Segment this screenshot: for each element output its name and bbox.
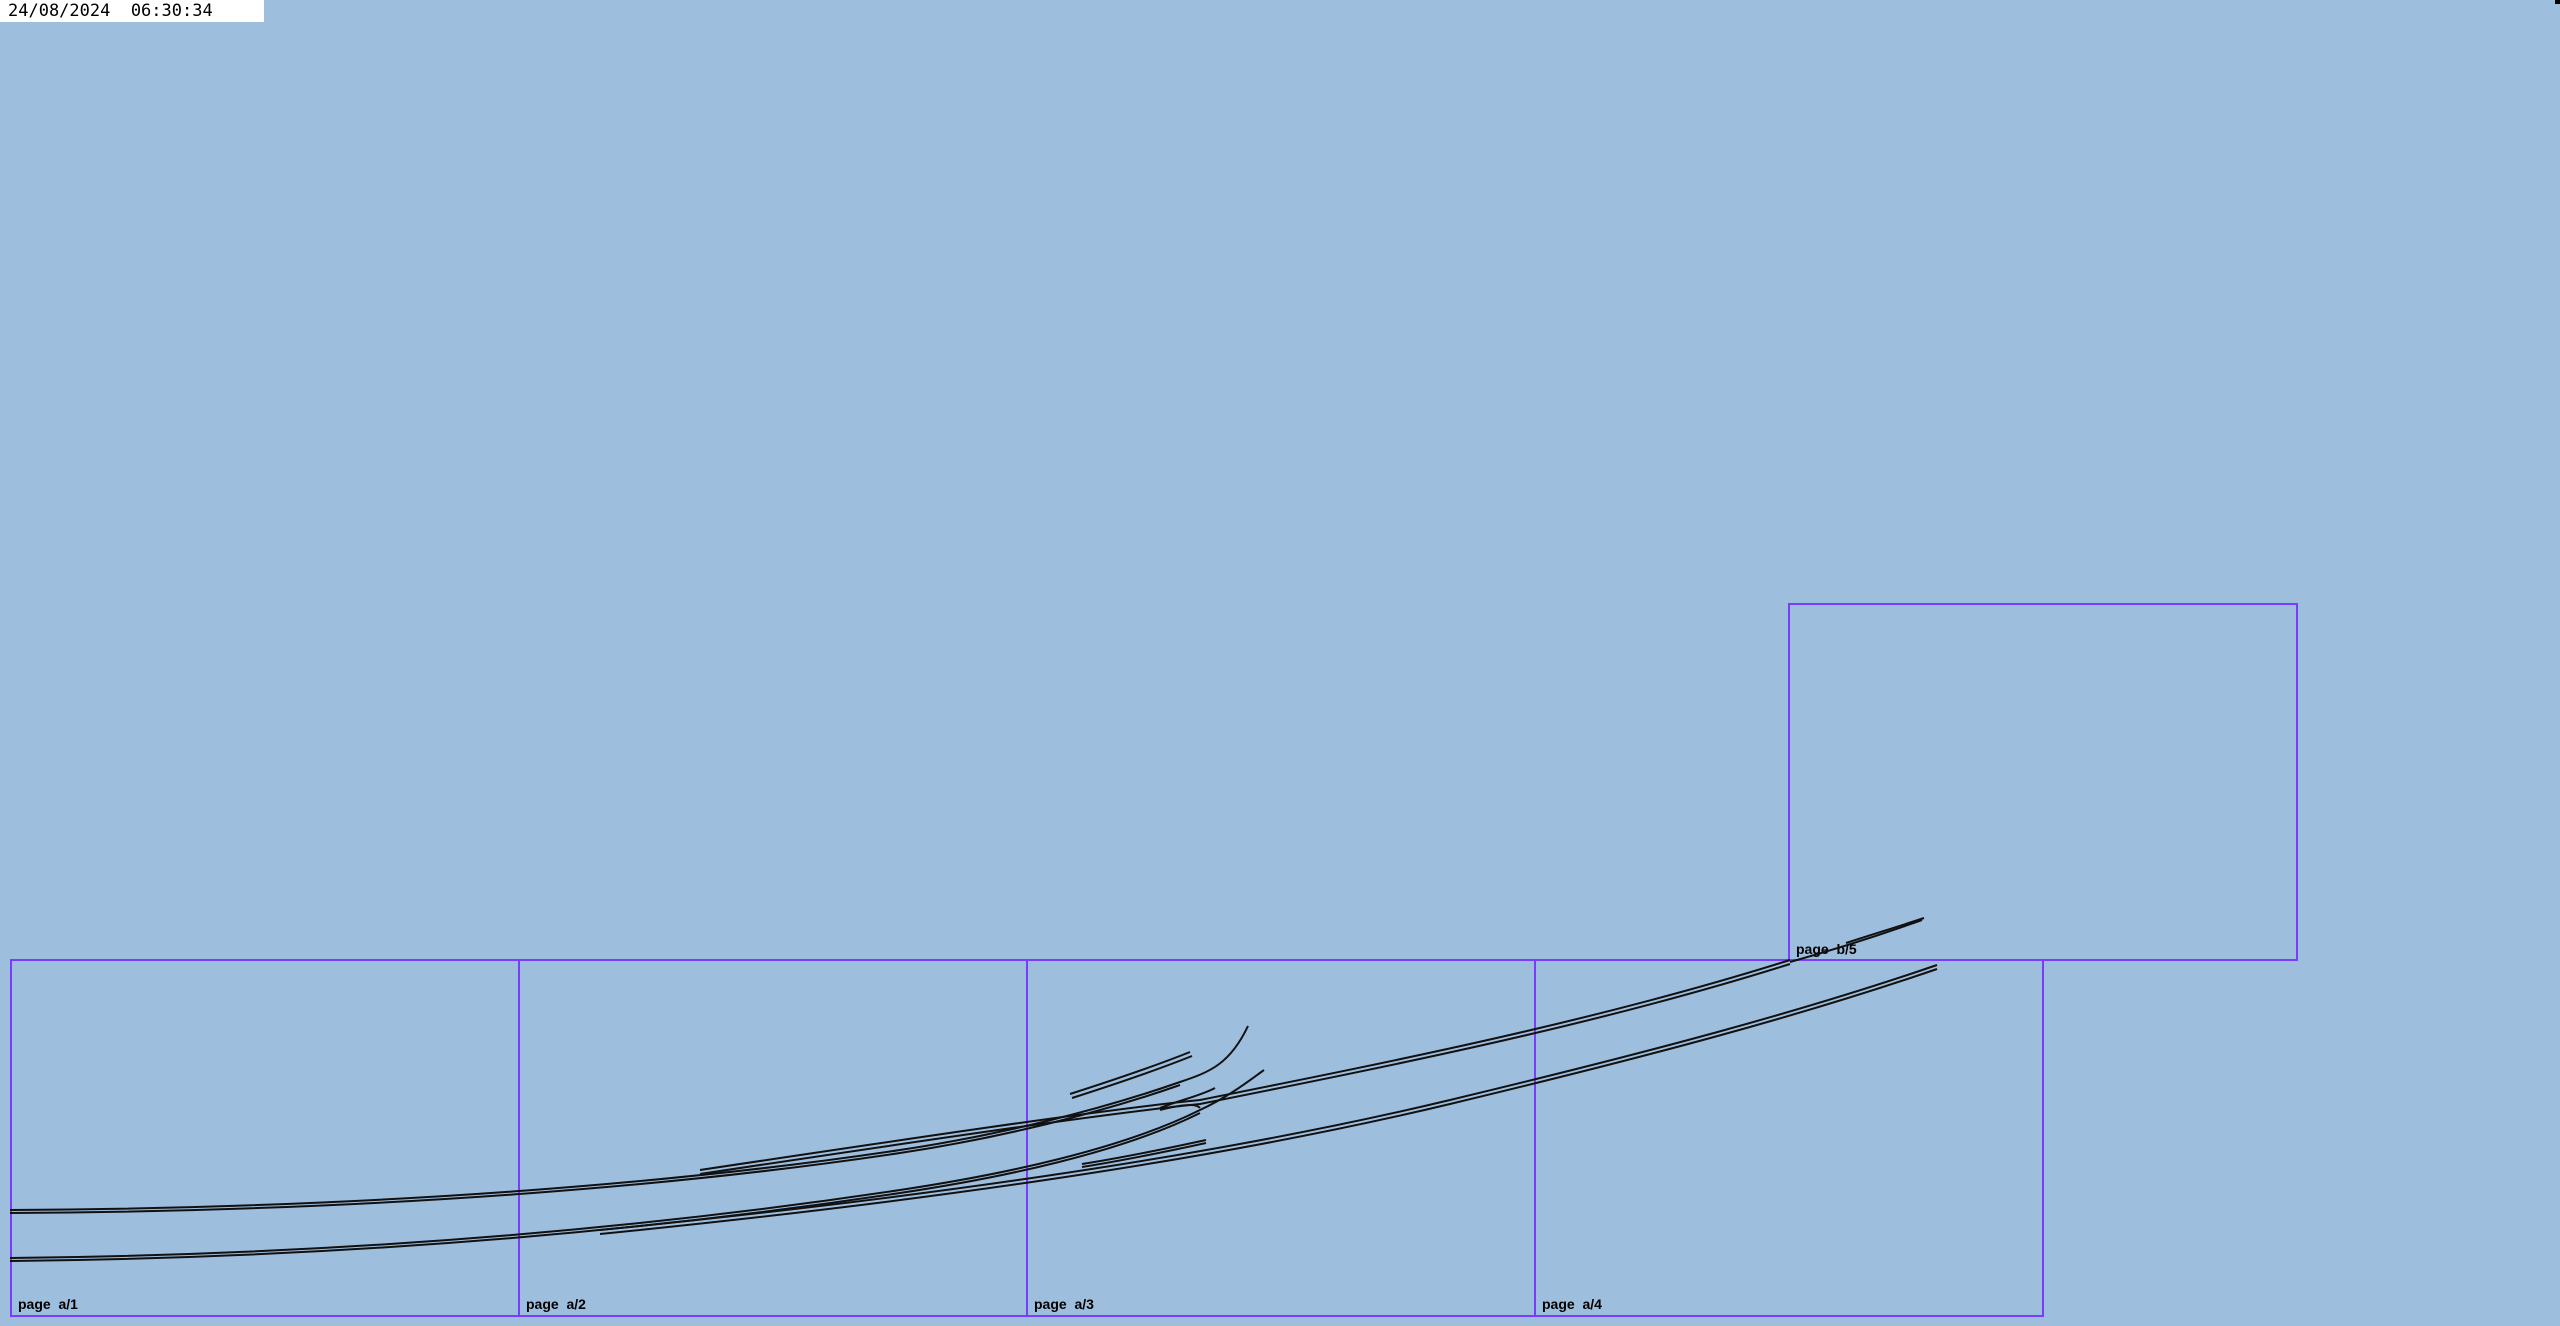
page-label-a4: page a/4	[1542, 1296, 1602, 1312]
track-lower-branch-a4[interactable]	[599, 964, 1938, 1231]
page-label-a2: page a/2	[526, 1296, 586, 1312]
page-label-a1: page a/1	[18, 1296, 78, 1312]
track-spur-3[interactable]	[1081, 1139, 1207, 1165]
track-spur-2[interactable]	[1159, 1087, 1216, 1109]
track-spur-1-rail[interactable]	[1071, 1055, 1193, 1099]
track-b5-spur[interactable]	[1789, 919, 1923, 963]
track-upper-curve[interactable]	[9, 1025, 1249, 1211]
track-lower-branch-a4-rail[interactable]	[599, 968, 1938, 1235]
page-box-b5[interactable]	[1788, 603, 2298, 961]
timestamp-display: 24/08/2024 06:30:34	[0, 0, 264, 22]
track-lower-curve-rail[interactable]	[9, 1112, 1201, 1262]
track-lower-curve[interactable]	[9, 1069, 1265, 1259]
track-branch-b5-upper[interactable]	[699, 959, 1791, 1171]
page-label-a3: page a/3	[1034, 1296, 1094, 1312]
track-spur-4[interactable]	[1159, 1104, 1201, 1111]
corner-marker	[2555, 0, 2560, 4]
track-branch-b5-rail[interactable]	[699, 963, 1791, 1175]
track-b5-spur-rail[interactable]	[1845, 917, 1925, 944]
track-spur-3-rail[interactable]	[1081, 1142, 1207, 1168]
track-upper-curve-rail[interactable]	[9, 1084, 1181, 1214]
track-spur-1[interactable]	[1069, 1051, 1191, 1095]
